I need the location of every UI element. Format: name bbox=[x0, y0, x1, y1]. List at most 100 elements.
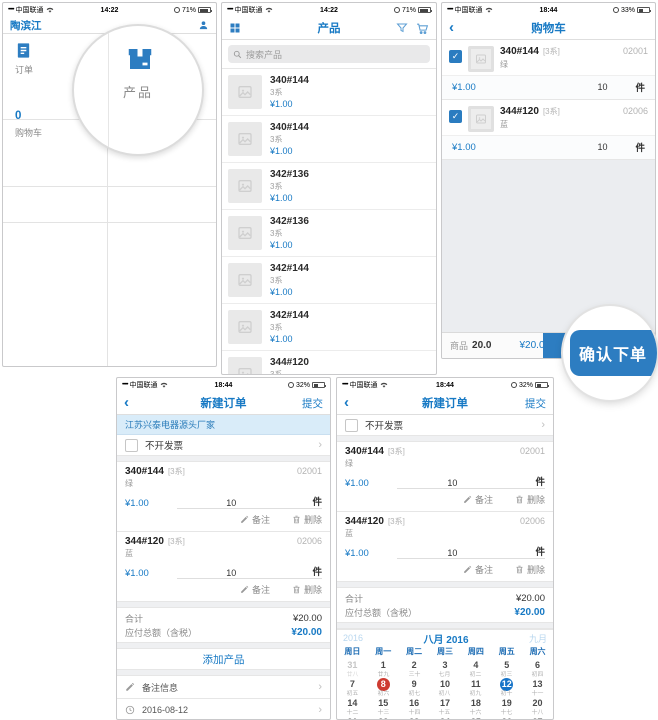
calendar-day[interactable]: 10 初八 bbox=[430, 678, 461, 697]
quantity-input[interactable]: 10 件 bbox=[397, 542, 545, 559]
product-list-item[interactable]: 342#144 3系 ¥1.00 bbox=[222, 304, 436, 351]
remarks-row[interactable]: 备注信息 › bbox=[117, 676, 330, 699]
grid-view-icon[interactable] bbox=[229, 22, 241, 34]
calendar-day[interactable]: 26 廿四 bbox=[491, 716, 522, 719]
calendar-prev-month[interactable]: 2016 bbox=[343, 633, 364, 643]
calendar-day[interactable]: 12 初十 bbox=[491, 678, 522, 697]
note-button[interactable]: 备注 bbox=[240, 583, 270, 596]
calendar-day[interactable]: 4 初二 bbox=[460, 659, 491, 678]
calendar-day[interactable]: 7 初五 bbox=[337, 678, 368, 697]
payable-value: ¥20.00 bbox=[514, 606, 545, 618]
item-code: 02001 bbox=[296, 466, 322, 476]
invoice-row[interactable]: 不开发票 › bbox=[337, 415, 553, 436]
supplier-banner[interactable]: 江苏兴泰电器源头厂家 bbox=[117, 415, 330, 435]
calendar-next-month[interactable]: 九月 bbox=[528, 633, 547, 644]
calendar-day[interactable]: 14 十二 bbox=[337, 697, 368, 716]
calendar-day[interactable]: 8 初六 bbox=[368, 678, 399, 697]
delivery-date-row[interactable]: 2016-08-12 › bbox=[117, 699, 330, 719]
calendar-day[interactable]: 5 初三 bbox=[491, 659, 522, 678]
calendar-day[interactable]: 22 二十 bbox=[368, 716, 399, 719]
cart-item: ✓ 340#144 [3系] 02001 绿 bbox=[442, 40, 655, 100]
quantity-input[interactable]: 10 件 bbox=[177, 562, 322, 579]
delete-button[interactable]: 删除 bbox=[292, 583, 322, 596]
calendar-day[interactable]: 27 廿五 bbox=[522, 716, 553, 719]
product-list-item[interactable]: 340#144 3系 ¥1.00 bbox=[222, 116, 436, 163]
unit-label: 件 bbox=[635, 83, 645, 94]
product-list-item[interactable]: 342#136 3系 ¥1.00 bbox=[222, 210, 436, 257]
day-number: 10 bbox=[439, 679, 450, 689]
delete-button[interactable]: 删除 bbox=[292, 513, 322, 526]
calendar-day[interactable]: 20 十八 bbox=[522, 697, 553, 716]
product-list-item[interactable]: 342#136 3系 ¥1.00 bbox=[222, 163, 436, 210]
quantity-input[interactable]: 10 件 bbox=[397, 472, 545, 489]
search-input[interactable]: 搜索产品 bbox=[228, 45, 430, 63]
back-button[interactable]: ‹ bbox=[449, 19, 454, 36]
calendar-day[interactable]: 24 廿二 bbox=[430, 716, 461, 719]
back-button[interactable]: ‹ bbox=[344, 394, 349, 411]
photo-placeholder-icon bbox=[238, 274, 252, 286]
magnifier-callout-products[interactable]: 产品 bbox=[72, 24, 204, 156]
note-button[interactable]: 备注 bbox=[240, 513, 270, 526]
quantity-value[interactable]: 10 bbox=[597, 82, 608, 92]
product-list-item[interactable]: 340#144 3系 ¥1.00 bbox=[222, 69, 436, 116]
day-number: 23 bbox=[408, 716, 421, 719]
product-thumbnail bbox=[468, 46, 494, 72]
quantity-input[interactable]: 10 件 bbox=[177, 492, 322, 509]
calendar-day[interactable]: 1 廿九 bbox=[368, 659, 399, 678]
invoice-label: 不开发票 bbox=[145, 441, 184, 452]
calendar-day[interactable]: 25 廿三 bbox=[460, 716, 491, 719]
calendar-day[interactable]: 3 七月 bbox=[430, 659, 461, 678]
note-button[interactable]: 备注 bbox=[463, 493, 493, 506]
carrier-label: 中国联通 bbox=[349, 382, 378, 389]
quantity-value[interactable]: 10 bbox=[597, 142, 608, 152]
delete-button[interactable]: 删除 bbox=[515, 563, 545, 576]
calendar-day[interactable]: 15 十三 bbox=[368, 697, 399, 716]
calendar-day[interactable]: 23 廿一 bbox=[399, 716, 430, 719]
calendar-day[interactable]: 13 十一 bbox=[522, 678, 553, 697]
unit-label: 件 bbox=[635, 143, 645, 154]
menu-item-orders[interactable]: 订单 bbox=[15, 42, 33, 76]
item-name: 344#120 bbox=[345, 516, 384, 527]
delete-button[interactable]: 删除 bbox=[515, 493, 545, 506]
invoice-row[interactable]: 不开发票 › bbox=[117, 435, 330, 456]
calendar-day[interactable]: 17 十五 bbox=[430, 697, 461, 716]
profile-icon[interactable] bbox=[198, 20, 209, 31]
calendar-day[interactable]: 6 初四 bbox=[522, 659, 553, 678]
back-button[interactable]: ‹ bbox=[124, 394, 129, 411]
calendar-day[interactable]: 19 十七 bbox=[491, 697, 522, 716]
order-item-list: 340#144 [3系] 02001 绿 ¥1.00 10 件 备 bbox=[117, 462, 330, 602]
cart-icon[interactable] bbox=[416, 22, 429, 35]
invoice-checkbox[interactable] bbox=[125, 438, 138, 452]
calendar-day[interactable]: 16 十四 bbox=[399, 697, 430, 716]
subtotal-value: ¥20.00 bbox=[515, 592, 545, 604]
menu-item-cart[interactable]: 0 购物车 bbox=[15, 110, 42, 139]
calendar-day[interactable]: 2 三十 bbox=[399, 659, 430, 678]
calendar-day[interactable]: 11 初九 bbox=[460, 678, 491, 697]
invoice-checkbox[interactable] bbox=[345, 418, 358, 432]
product-list-item[interactable]: 342#144 3系 ¥1.00 bbox=[222, 257, 436, 304]
order-item: 340#144 [3系] 02001 绿 ¥1.00 10 件 备 bbox=[117, 462, 330, 532]
note-button[interactable]: 备注 bbox=[463, 563, 493, 576]
submit-button[interactable]: 提交 bbox=[525, 397, 546, 410]
calendar-day[interactable]: 18 十六 bbox=[460, 697, 491, 716]
battery-icon bbox=[637, 7, 651, 13]
delete-label: 删除 bbox=[303, 515, 322, 525]
calendar-day[interactable]: 9 初七 bbox=[399, 678, 430, 697]
calendar-day[interactable]: 31 廿八 bbox=[337, 659, 368, 678]
product-list-item[interactable]: 344#120 3系 ¥1.00 bbox=[222, 351, 436, 374]
add-product-button[interactable]: 添加产品 bbox=[117, 649, 330, 670]
item-checkbox-checked[interactable]: ✓ bbox=[449, 110, 462, 123]
item-checkbox-checked[interactable]: ✓ bbox=[449, 50, 462, 63]
filter-icon[interactable] bbox=[396, 22, 408, 34]
day-lunar-label: 初四 bbox=[531, 671, 544, 678]
clock-label: 14:22 bbox=[100, 6, 119, 14]
calendar-day[interactable]: 21 十九 bbox=[337, 716, 368, 719]
cart-total: ¥20.00 bbox=[519, 340, 551, 351]
day-lunar-label: 十二 bbox=[346, 709, 359, 716]
weekday-label: 周五 bbox=[498, 647, 515, 656]
item-code: 02001 bbox=[622, 46, 648, 56]
order-item: 340#144 [3系] 02001 绿 ¥1.00 10 件 备 bbox=[337, 442, 553, 512]
confirm-order-button[interactable]: 确认下单 bbox=[570, 330, 657, 376]
unit-label: 件 bbox=[535, 477, 545, 488]
submit-button[interactable]: 提交 bbox=[302, 397, 323, 410]
